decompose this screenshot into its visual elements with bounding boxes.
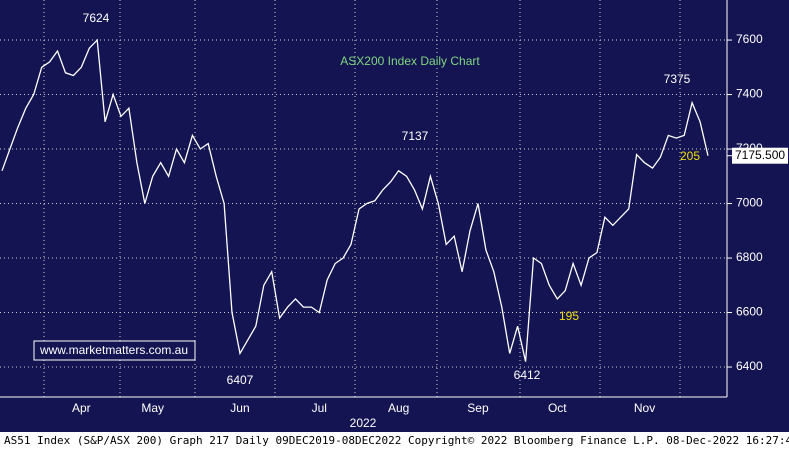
x-tick-label: Sep [467, 401, 489, 415]
x-tick-label: Jun [230, 401, 249, 415]
annotation: 7375 [664, 72, 691, 86]
last-price-label: 7175.500 [735, 148, 785, 162]
x-tick-label: Aug [388, 401, 409, 415]
x-tick-label: May [141, 401, 164, 415]
y-tick-label: 7600 [736, 32, 763, 46]
annotation: 6407 [227, 373, 254, 387]
x-tick-label: Nov [634, 401, 655, 415]
last-price-box [732, 147, 788, 164]
watermark: www.marketmatters.com.au [39, 343, 188, 357]
watermark-box [33, 340, 196, 361]
y-tick-label: 7000 [736, 196, 763, 210]
annotation: 6412 [514, 368, 541, 382]
price-line [1, 38, 709, 362]
y-tick-label: 6600 [736, 305, 763, 319]
annotation: 205 [680, 149, 700, 163]
x-tick-label: Apr [72, 401, 91, 415]
x-tick-label: Oct [548, 401, 567, 415]
footer: AS51 Index (S&P/ASX 200) Graph 217 Daily… [4, 434, 789, 447]
y-tick-label: 6800 [736, 250, 763, 264]
y-tick-label: 6400 [736, 359, 763, 373]
annotation: 7624 [83, 11, 110, 25]
annotation: 7137 [402, 129, 429, 143]
y-tick-label: 7400 [736, 87, 763, 101]
x-tick-label: Jul [312, 401, 327, 415]
footer-background [0, 432, 789, 450]
x-axis-label: 2022 [350, 416, 377, 430]
annotation: 195 [559, 309, 579, 323]
chart-title: ASX200 Index Daily Chart [340, 54, 480, 68]
